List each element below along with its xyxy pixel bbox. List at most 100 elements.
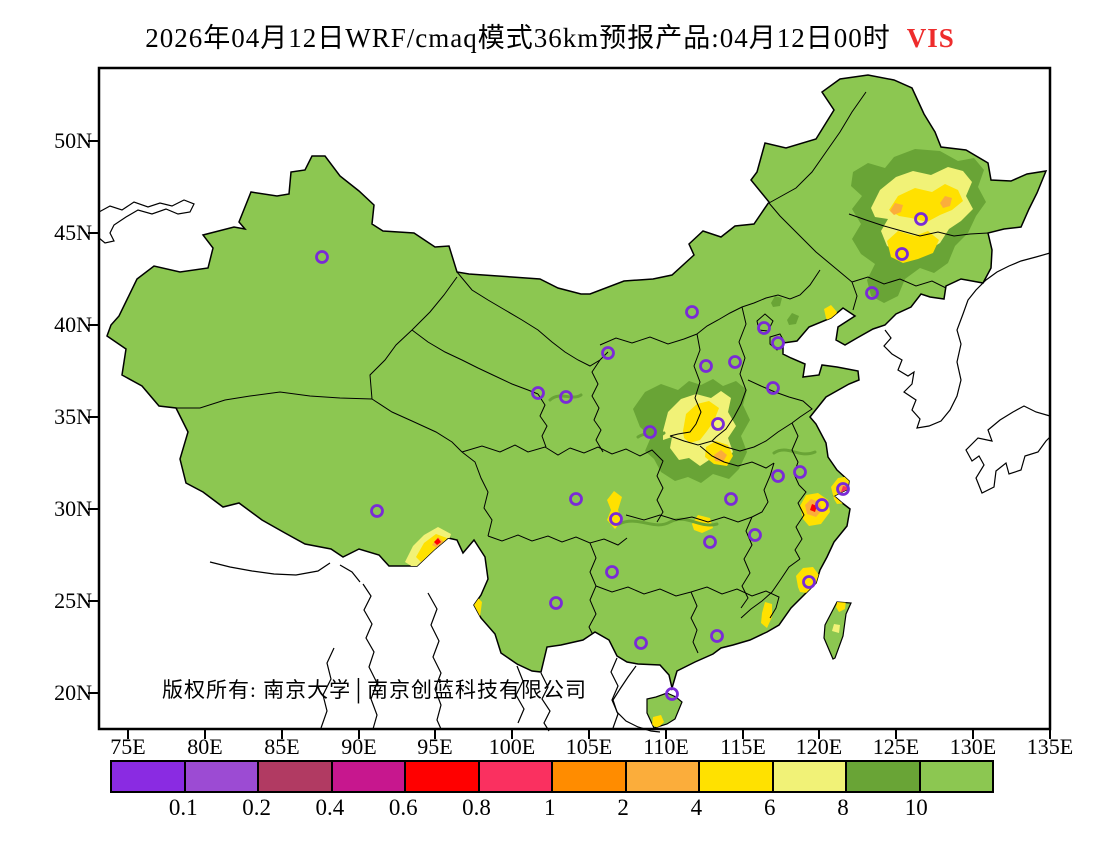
lon-tick-label: 110E [643, 734, 689, 759]
colorbar-segment [479, 762, 553, 791]
city-marker-shanghai [836, 482, 850, 496]
title-variable: VIS [906, 23, 955, 53]
lon-tick-label: 105E [565, 734, 613, 759]
lon-tick-label: 125E [872, 734, 920, 759]
colorbar-segment [773, 762, 847, 791]
patch-river-huai-darkgreen [772, 448, 817, 456]
colorbar-value-label: 8 [837, 795, 849, 820]
lon-tick-label: 135E [1026, 734, 1074, 759]
city-marker-hangzhou [815, 498, 829, 512]
city-marker-urumqi [315, 250, 329, 264]
patch-ne-orange-1 [890, 203, 903, 215]
city-marker-hohhot [685, 305, 699, 319]
lat-tick-label: 50N [54, 128, 92, 153]
patch-lanzhou-valley-darkgreen [548, 393, 583, 402]
lat-tick-label: 25N [54, 588, 92, 613]
city-marker-shijiazhuang [728, 355, 742, 369]
colorbar-segment [406, 762, 480, 791]
colorbar-segment [185, 762, 259, 791]
map-frame [97, 66, 1052, 731]
city-marker-hefei [771, 469, 785, 483]
city-marker-changsha [703, 535, 717, 549]
city-marker-wuhan [724, 492, 738, 506]
laos-vietnam-border [610, 657, 619, 729]
city-marker-jinan [766, 381, 780, 395]
city-marker-fuzhou [802, 575, 816, 589]
colorbar-value-label: 0.6 [388, 795, 418, 820]
city-marker-nanchang [748, 528, 762, 542]
foreign-coastlines [98, 199, 1051, 733]
india-east-coast [320, 647, 335, 729]
bhutan-india-border [339, 564, 361, 583]
patch-beijing-darkgreen-2 [787, 313, 799, 325]
colorbar-segment [553, 762, 627, 791]
lat-tick-label: 20N [54, 680, 92, 705]
patch-weihe-darkgreen [636, 431, 666, 439]
city-marker-changchun [895, 247, 909, 261]
longitude-ticks [127, 729, 1051, 739]
colorbar-segment [920, 762, 992, 791]
city-marker-xian [643, 425, 657, 439]
latitude-ticks [88, 140, 99, 694]
patch-central-yellow-1 [683, 401, 719, 443]
lon-tick-label: 100E [488, 734, 536, 759]
title-text: 2026年04月12日WRF/cmaq模式36km预报产品:04月12日00时 [145, 23, 891, 53]
colorbar-segment [700, 762, 774, 791]
nepal-south-border [209, 561, 331, 576]
lat-tick-label: 30N [54, 496, 92, 521]
city-marker-harbin [914, 212, 928, 226]
city-marker-haikou [665, 687, 679, 701]
patch-beijing-darkgreen-1 [771, 296, 782, 307]
colorbar-value-label: 1 [544, 795, 556, 820]
city-marker-nanning [634, 636, 648, 650]
city-marker-nanjing [793, 465, 807, 479]
myanmar-laos-border [540, 672, 551, 732]
city-marker-xining [531, 386, 545, 400]
colorbar-segment [332, 762, 406, 791]
patch-himalaya-red [434, 538, 441, 545]
colorbar-segment [626, 762, 700, 791]
vis-contour-patches [405, 149, 986, 728]
city-marker-yinchuan [601, 346, 615, 360]
korea-coastline [883, 252, 1051, 429]
colorbar-value-label: 0.8 [462, 795, 491, 820]
lon-tick-label: 115E [720, 734, 766, 759]
colorbar-segment [112, 762, 186, 791]
bangladesh-border [362, 583, 378, 730]
patch-river-yangtze-darkgreen [617, 517, 719, 527]
patch-shandong-darkgreen [828, 399, 852, 419]
patch-taiwan-mid-paleyellow [832, 624, 840, 633]
lat-tick-label: 35N [54, 404, 92, 429]
patch-hainan-sw-yellow [652, 715, 664, 728]
lon-tick-label: 120E [795, 734, 843, 759]
colorbar-value-label: 0.1 [168, 795, 198, 820]
city-marker-beijing [757, 321, 771, 335]
patch-ne-yellow-1 [889, 184, 963, 222]
lon-tick-label: 80E [187, 734, 223, 759]
colorbar-value-label: 0.4 [315, 795, 345, 820]
colorbar-value-label: 2 [617, 795, 629, 820]
page-title: 2026年04月12日WRF/cmaq模式36km预报产品:04月12日00时 V… [0, 16, 1100, 55]
colorbar-segment [259, 762, 333, 791]
patch-yunnan-west-yellow [466, 595, 482, 628]
city-marker-chongqing [609, 512, 623, 526]
city-marker-lanzhou [559, 390, 573, 404]
lon-tick-label: 95E [417, 734, 453, 759]
colorbar-segment [847, 762, 921, 791]
myanmar-india-border [427, 592, 442, 730]
city-marker-lhasa [370, 504, 384, 518]
colorbar-value-label: 0.2 [242, 795, 271, 820]
lat-tick-label: 45N [54, 220, 92, 245]
lat-tick-label: 40N [54, 312, 92, 337]
patch-ne-yellow-2 [887, 231, 939, 263]
province-boundaries [176, 91, 989, 654]
patch-fujian-coast-yellow [761, 602, 772, 628]
city-marker-shenyang [865, 286, 879, 300]
lon-tick-label: 130E [949, 734, 997, 759]
thailand-myanmar-border [515, 665, 525, 724]
copyright-text: 版权所有: 南京大学│南京创蓝科技有限公司 [162, 678, 587, 702]
city-marker-tianjin [771, 336, 785, 350]
lon-tick-label: 90E [341, 734, 377, 759]
